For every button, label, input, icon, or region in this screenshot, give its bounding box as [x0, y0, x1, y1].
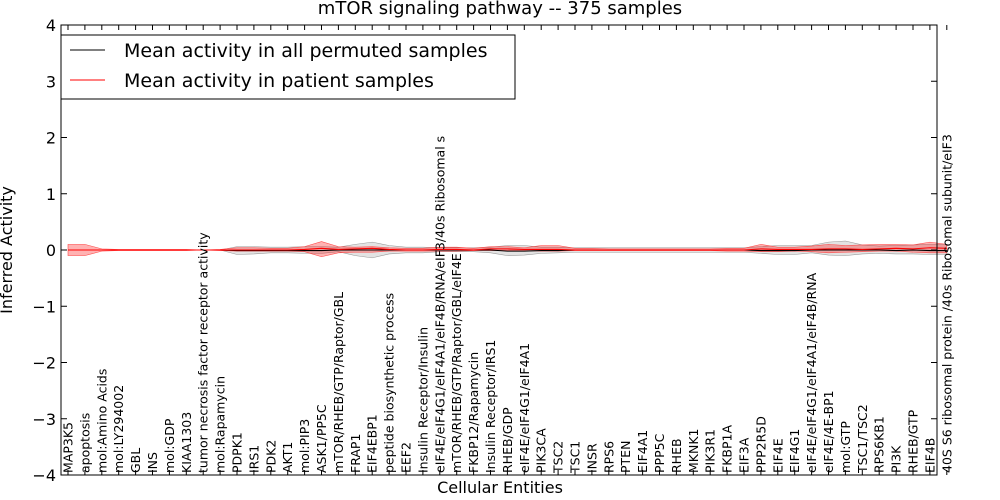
- x-tick-label: peptide biosynthetic process: [382, 293, 397, 473]
- legend: Mean activity in all permuted samples Me…: [60, 34, 516, 100]
- x-tick-label: eIF4E/eIF4G1/eIF4A1/eIF4B/RNA: [804, 272, 819, 473]
- x-tick-label: EIF4B: [922, 438, 937, 473]
- x-tick-label: EIF4G1: [787, 429, 802, 473]
- x-tick-label: mTOR/RHEB/GTP/Raptor/GBL/eIF4E: [449, 253, 464, 473]
- x-tick-label: TSC1: [568, 441, 583, 474]
- series-lines: [68, 247, 947, 252]
- y-tick-label: −2: [32, 354, 56, 373]
- x-tick-label: PIK3CA: [534, 428, 549, 473]
- x-tick-label: mTOR/RHEB/GTP/Raptor/GBL: [331, 292, 346, 473]
- x-tick-label: PDK2: [263, 440, 278, 473]
- x-tick-label: KIAA1303: [179, 412, 194, 473]
- x-tick-label: TSC1/TSC2: [855, 404, 870, 474]
- x-axis-label: Cellular Entities: [437, 478, 563, 497]
- y-tick-label: 1: [46, 185, 56, 204]
- x-tick-label: apoptosis: [77, 413, 92, 473]
- x-tick-label: ASK1/PP5C: [314, 404, 329, 473]
- x-tick-label: EEF2: [399, 442, 414, 473]
- x-tick-label: FKBP1A: [720, 425, 735, 473]
- x-tick-label: FKBP12/Rapamycin: [466, 352, 481, 473]
- x-tick-label: RPS6: [601, 441, 616, 473]
- x-tick-label: INS: [145, 452, 160, 473]
- x-tick-label: TSC2: [551, 441, 566, 474]
- legend-label-patient: Mean activity in patient samples: [124, 70, 434, 92]
- x-tick-label: Insulin Receptor/IRS1: [483, 340, 498, 473]
- x-tick-label: mol:PIP3: [297, 419, 312, 473]
- x-tick-label: FRAP1: [348, 434, 363, 473]
- x-tick-label: MAP3K5: [61, 422, 76, 473]
- legend-box: [60, 34, 516, 100]
- x-tick-label: 40S S6 ribosomal protein /40s Ribosomal …: [939, 134, 954, 473]
- x-axis: MAP3K5 apoptosis mol:Amino Acids mol:LY2940…: [61, 25, 954, 475]
- y-axis-label: Inferred Activity: [0, 186, 16, 314]
- x-tick-label: mol:GTP: [838, 421, 853, 473]
- chart-title: mTOR signaling pathway -- 375 samples: [318, 0, 682, 19]
- x-tick-label: eIF4E/4E-BP1: [821, 390, 836, 473]
- y-tick-label: 2: [46, 129, 56, 148]
- series-line-patient: [68, 247, 947, 251]
- y-tick-label: 4: [46, 16, 56, 35]
- x-tick-label: mol:Rapamycin: [213, 376, 228, 473]
- legend-label-permuted: Mean activity in all permuted samples: [124, 40, 487, 62]
- x-tick-label: RHEB/GTP: [906, 409, 921, 473]
- x-tick-label: IRS1: [246, 445, 261, 473]
- y-tick-label: 0: [46, 241, 56, 260]
- x-tick-label: EIF4A1: [635, 430, 650, 473]
- x-tick-label: eIF4E/eIF4G1/eIF4A1: [517, 343, 532, 473]
- x-tick-label: EIF4EBP1: [365, 414, 380, 473]
- x-tick-label: tumor necrosis factor receptor activity: [196, 232, 211, 473]
- x-tick-label: eIF4E/eIF4G1/eIF4A1/eIF4B/RNA/eIF3/40s R…: [432, 136, 447, 473]
- x-tick-label: Insulin Receptor/Insulin: [415, 327, 430, 473]
- x-tick-label: PTEN: [618, 441, 633, 473]
- x-tick-label: RPS6KB1: [872, 416, 887, 473]
- x-tick-label: mol:Amino Acids: [94, 369, 109, 473]
- x-tick-label: PPP2R5D: [753, 416, 768, 473]
- x-tick-label: PI3K: [889, 445, 904, 473]
- x-tick-label: GBL: [128, 448, 143, 473]
- x-tick-label: MKNK1: [686, 429, 701, 473]
- x-tick-label: mol:LY294002: [111, 385, 126, 473]
- y-tick-label: 3: [46, 72, 56, 91]
- x-tick-label: EIF3A: [737, 437, 752, 473]
- y-tick-label: −4: [32, 466, 56, 485]
- x-tick-label: RHEB: [669, 438, 684, 473]
- y-tick-label: −3: [32, 410, 56, 429]
- x-tick-label: RHEB/GDP: [500, 407, 515, 473]
- x-tick-label: EIF4E: [770, 438, 785, 473]
- y-axis: −4 −3 −2 −1 0 1 2 3 4: [32, 16, 937, 485]
- x-tick-label: AKT1: [280, 442, 295, 473]
- x-tick-label: PDPK1: [230, 432, 245, 473]
- x-tick-label: mol:GDP: [162, 418, 177, 473]
- x-tick-label: PIK3R1: [703, 429, 718, 473]
- y-tick-label: −1: [32, 297, 56, 316]
- x-tick-label: INSR: [584, 443, 599, 473]
- x-tick-label: PPP5C: [652, 433, 667, 473]
